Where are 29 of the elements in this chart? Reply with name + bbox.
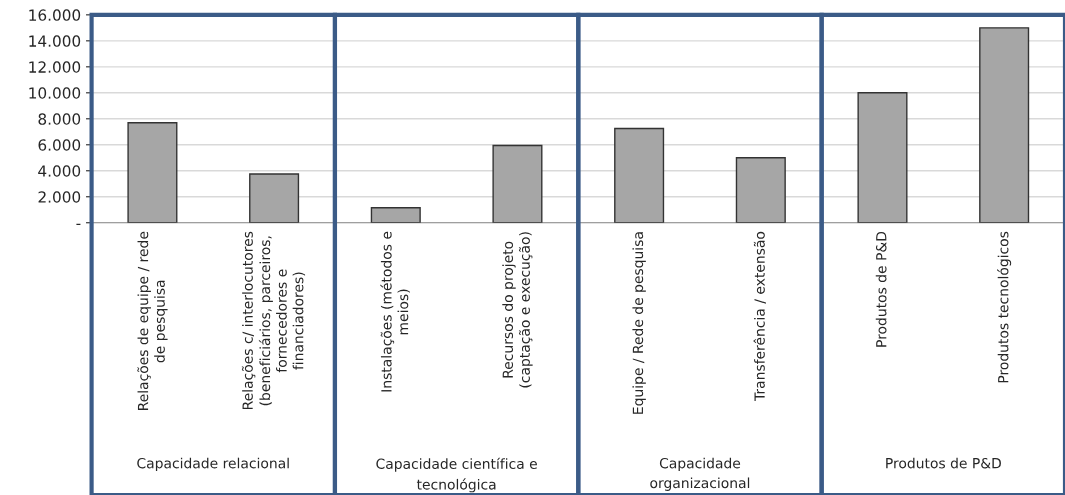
y-tick-label: 8.000	[38, 113, 81, 125]
y-tick-label: -	[76, 223, 81, 225]
bar	[857, 92, 908, 223]
y-tick-label: 16.000	[29, 9, 81, 21]
y-tick-label: 4.000	[38, 165, 81, 177]
bar	[492, 144, 543, 223]
x-tick-label: Equipe / Rede de pesquisa	[632, 232, 646, 414]
bar	[735, 157, 786, 223]
text: Produtos de P&D	[886, 457, 1001, 469]
x-tick-label: Instalações (métodos e meios)	[380, 231, 410, 392]
bar	[370, 207, 421, 223]
x-tick-label: Recursos do projeto (captação e execução)	[502, 232, 533, 388]
y-tick-label: 14.000	[29, 35, 81, 47]
bar	[127, 122, 178, 223]
x-tick-label: Produtos de P&D	[875, 231, 887, 347]
y-tick-label: 12.000	[29, 61, 81, 73]
y-tick-label: 6.000	[38, 139, 81, 151]
y-tick-label: 2.000	[38, 191, 81, 203]
bar	[614, 127, 665, 223]
x-tick-label: Relações c/ interlocutores (beneficiários, parceiros, fornecedores e financiadores)	[241, 231, 306, 409]
x-tick-label: Transferência / extensão	[753, 231, 766, 402]
y-tick-label: 10.000	[29, 87, 81, 99]
text: Capacidade científica e tecnológica	[376, 457, 537, 493]
bar	[979, 27, 1030, 223]
x-tick-label: Produtos tecnológicos	[997, 231, 1012, 383]
text: Capacidade organizacional	[650, 457, 750, 491]
bar	[249, 173, 300, 223]
x-tick-label: Relações de equipe / rede de pesquisa	[137, 231, 168, 410]
text: Capacidade relacional	[137, 457, 289, 472]
